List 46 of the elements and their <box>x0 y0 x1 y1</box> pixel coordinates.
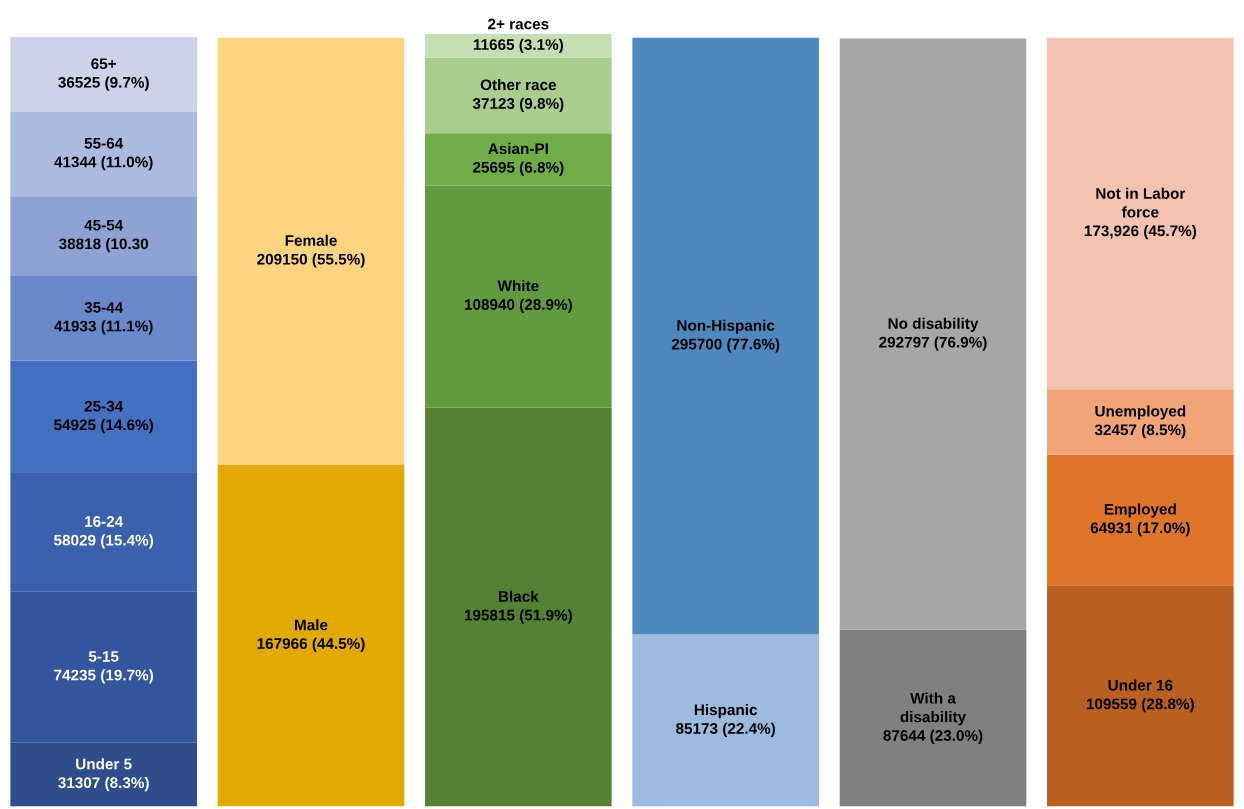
series-label: Female <box>285 234 337 246</box>
series-label: Not in Labor force <box>1096 187 1186 218</box>
data-label: 74235 (19.7%) <box>54 669 154 684</box>
series-label: 2+ races <box>488 18 549 30</box>
data-label: 87644 (23.0%) <box>883 729 983 744</box>
series-label: Under 5 <box>76 758 132 770</box>
data-label: 25695 (6.8%) <box>473 161 564 176</box>
series-label: No disability <box>888 317 979 332</box>
data-label: 41344 (11.0%) <box>54 156 153 171</box>
data-label: 64931 (17.0%) <box>1090 522 1190 537</box>
series-label: Other race <box>480 79 557 91</box>
series-label: 45-54 <box>84 219 124 231</box>
series-label: 25-34 <box>84 400 124 412</box>
series-label: Hispanic <box>694 704 758 719</box>
data-label: 11665 (3.1%) <box>473 38 564 54</box>
data-label: 109559 (28.8%) <box>1086 698 1194 713</box>
series-label: Black <box>498 590 539 602</box>
series-label: 35-44 <box>84 301 124 313</box>
data-label: 167966 (44.5%) <box>257 637 365 652</box>
data-label: 108940 (28.9%) <box>464 298 572 313</box>
series-label: 16-24 <box>85 516 124 527</box>
series-label: 55-64 <box>84 137 124 149</box>
series-label: Non-Hispanic <box>677 319 775 334</box>
data-label: 292797 (76.9%) <box>879 336 987 351</box>
series-label: Employed <box>1104 503 1176 518</box>
data-label: 37123 (9.8%) <box>472 97 564 112</box>
series-label: Under 16 <box>1108 679 1173 691</box>
data-label: 209150 (55.5%) <box>257 253 365 268</box>
series-label: 5-15 <box>88 651 119 662</box>
data-label: 32457 (8.5%) <box>1094 424 1186 439</box>
data-label: 38818 (10.30 <box>59 237 149 253</box>
data-label: 54925 (14.6%) <box>54 419 154 434</box>
data-label: 85173 (22.4%) <box>676 722 776 737</box>
series-label: Unemployed <box>1095 405 1186 420</box>
series-label: Male <box>295 619 328 631</box>
data-label: 58029 (15.4%) <box>54 534 154 549</box>
data-label: 295700 (77.6%) <box>671 338 780 353</box>
series-label: 65+ <box>91 58 117 70</box>
data-label: 41933 (11.1%) <box>54 320 153 335</box>
series-label: Asian-PI <box>488 142 548 155</box>
data-label: 31307 (8.3%) <box>58 776 149 792</box>
data-label: 36525 (9.7%) <box>58 76 149 91</box>
series-label: With a disability <box>900 692 967 726</box>
data-label: 173,926 (45.7%) <box>1084 225 1197 240</box>
data-label: 195815 (51.9%) <box>464 609 572 624</box>
series-label: White <box>497 280 539 292</box>
